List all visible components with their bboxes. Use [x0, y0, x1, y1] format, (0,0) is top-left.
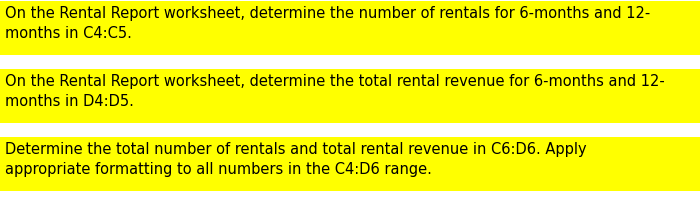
Text: Determine the total number of rentals and total rental revenue in C6:D6. Apply
a: Determine the total number of rentals an… [5, 141, 587, 177]
Bar [0, 137, 700, 191]
Text: On the Rental Report worksheet, determine the number of rentals for 6-months and: On the Rental Report worksheet, determin… [5, 6, 650, 41]
Bar [0, 70, 700, 123]
Bar [0, 2, 700, 56]
Text: On the Rental Report worksheet, determine the total rental revenue for 6-months : On the Rental Report worksheet, determin… [5, 74, 665, 109]
